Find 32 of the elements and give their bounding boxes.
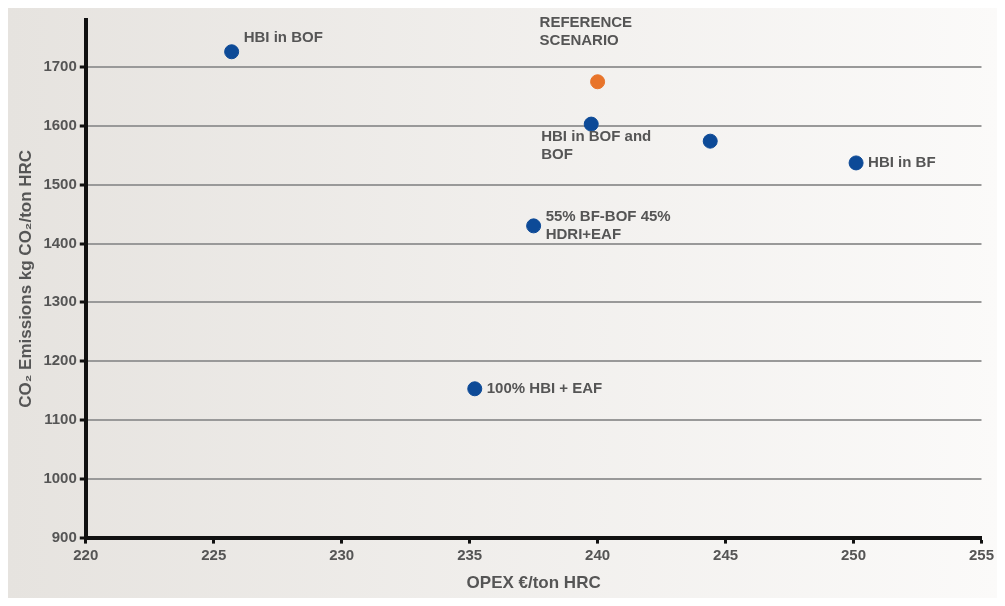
y-tick-label: 1700 [43,57,77,75]
annotation: REFERENCE SCENARIO [539,12,633,48]
annotation: HBI in BF [868,153,936,171]
point [224,44,240,60]
x-tick-label: 250 [841,545,867,563]
point [467,381,483,397]
y-tick-label: 1300 [43,292,77,310]
y-axis-title: CO₂ Emissions kg CO₂/ton HRC [15,149,35,408]
y-tick-label: 1600 [43,116,77,134]
x-tick-label: 255 [968,545,994,563]
x-tick-label: 240 [585,545,611,563]
point [702,133,718,149]
x-tick-label: 245 [713,545,739,563]
x-tick-label: 220 [73,545,99,563]
y-tick-label: 1100 [44,410,77,428]
x-tick-label: 230 [329,545,355,563]
y-tick-label: 1000 [43,468,77,486]
point [848,155,864,171]
annotation: 55% BF-BOF 45% HDRI+EAF [545,207,671,242]
point [590,74,606,90]
annotation: 100% HBI + EAF [486,378,603,396]
x-axis-title: OPEX €/ton HRC [466,573,601,593]
annotation: HBI in BOF [243,27,323,45]
x-tick-label: 235 [457,545,483,563]
y-tick-label: 1200 [43,351,77,369]
x-tick-label: 225 [201,545,227,563]
annotation: HBI in BOF and BOF [541,127,652,163]
y-tick-label: 1500 [43,174,77,192]
point [526,218,542,234]
y-tick-label: 900 [51,527,77,545]
y-tick-label: 1400 [43,233,77,251]
point [583,116,599,132]
